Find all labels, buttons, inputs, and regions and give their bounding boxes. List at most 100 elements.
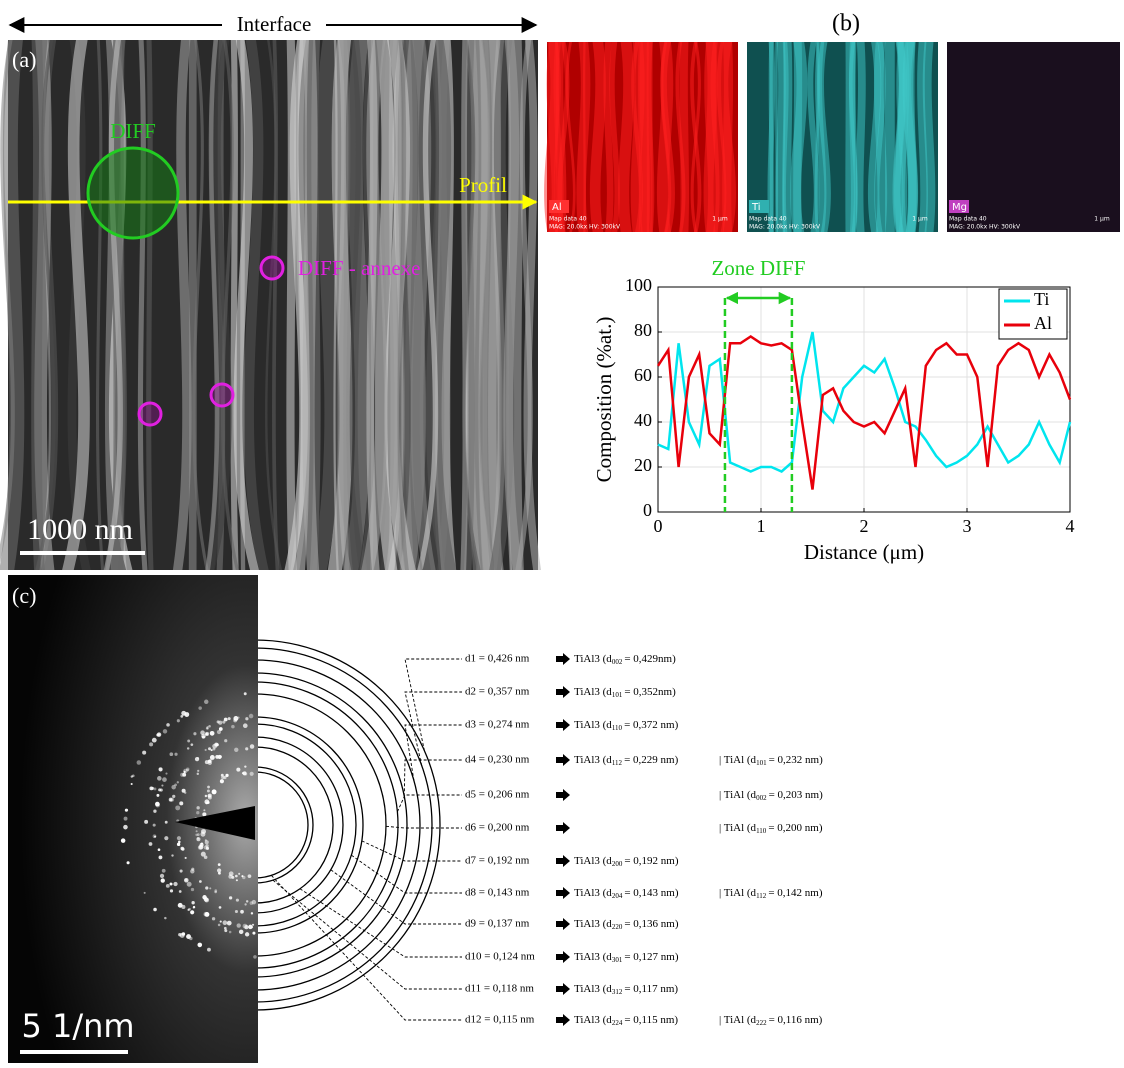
spot xyxy=(190,869,195,874)
spot xyxy=(222,920,228,926)
tial3-ref: TiAl3 (d224 = 0,115 nm) xyxy=(574,1014,678,1027)
x-tick-label: 4 xyxy=(1066,516,1075,536)
spot xyxy=(249,771,254,776)
texture xyxy=(873,42,888,232)
spot xyxy=(123,816,128,821)
spot xyxy=(190,910,195,915)
spot xyxy=(164,836,169,841)
map-info: MAG: 20.0kx HV: 300kV xyxy=(949,224,1021,231)
spot xyxy=(196,833,200,837)
panel-label: (b) xyxy=(832,11,860,37)
texture xyxy=(704,42,720,232)
spot xyxy=(203,855,208,860)
spot xyxy=(158,855,163,860)
texture xyxy=(646,42,653,232)
tem-image xyxy=(0,40,542,570)
spot xyxy=(161,868,166,873)
spot xyxy=(175,805,181,811)
spot xyxy=(208,724,211,728)
texture xyxy=(474,40,495,570)
spot xyxy=(130,782,133,786)
spot xyxy=(187,739,191,743)
annex-circle xyxy=(209,382,235,408)
line-chart: 0 20 40 60 80 100 0 1 2 3 4 Distance (μm) Compositio… xyxy=(592,256,1075,564)
spot xyxy=(223,926,227,930)
spot xyxy=(182,772,187,777)
map-scale: 1 µm xyxy=(1094,216,1110,223)
spot xyxy=(174,783,177,787)
spot xyxy=(205,727,209,730)
spot xyxy=(236,923,241,928)
phase: | TiAl (d xyxy=(719,822,757,834)
spot xyxy=(188,907,191,911)
spot xyxy=(200,831,206,837)
spot xyxy=(164,916,167,920)
d-spacing: d8 = 0,143 nm xyxy=(465,887,530,899)
value: = 0,143 nm) xyxy=(624,887,679,899)
series-line xyxy=(657,331,1072,473)
spot xyxy=(174,752,178,756)
spot xyxy=(191,901,195,905)
d-spacing: d4 = 0,230 nm xyxy=(465,754,530,766)
spot xyxy=(169,752,174,757)
diff-circle xyxy=(86,146,180,240)
spot xyxy=(183,768,188,774)
phase: TiAl3 (d xyxy=(574,653,612,665)
spot xyxy=(247,874,252,879)
spot xyxy=(181,932,186,936)
spot xyxy=(149,742,154,747)
spot xyxy=(227,717,231,721)
spot xyxy=(184,712,190,717)
phase: | TiAl (d xyxy=(719,1014,757,1026)
d-spacing: d5 = 0,206 nm xyxy=(465,789,530,801)
spot xyxy=(244,925,249,930)
texture xyxy=(460,40,469,570)
hkl: 200 xyxy=(612,860,623,868)
hkl: 204 xyxy=(612,892,623,900)
leader xyxy=(361,840,462,862)
leader xyxy=(404,658,462,751)
spot xyxy=(215,743,219,747)
leader xyxy=(404,724,462,781)
spot xyxy=(181,904,186,909)
texture xyxy=(172,40,192,570)
spot xyxy=(196,837,201,842)
spot xyxy=(178,890,182,893)
leader xyxy=(272,879,462,990)
spot xyxy=(153,907,157,912)
spot xyxy=(248,713,254,719)
texture xyxy=(793,42,803,232)
map-tag xyxy=(549,200,569,213)
spot xyxy=(195,830,198,833)
phase: TiAl3 (d xyxy=(574,719,612,731)
spot xyxy=(186,881,192,887)
y-axis-label: Composition (%at.) xyxy=(592,317,616,483)
spot xyxy=(169,882,173,886)
spot xyxy=(228,871,234,877)
spot xyxy=(162,729,168,734)
map-info: MAG: 20.0kx HV: 300kV xyxy=(549,224,621,231)
texture xyxy=(243,40,269,570)
spot xyxy=(207,785,210,789)
spot xyxy=(251,923,255,926)
value: = 0,203 nm) xyxy=(769,789,824,801)
texture xyxy=(220,40,240,570)
spot xyxy=(195,833,198,837)
map-info: Map data 40 xyxy=(549,216,587,223)
spot xyxy=(173,881,178,887)
spot xyxy=(234,747,239,752)
texture xyxy=(0,40,15,563)
phase: TiAl3 (d xyxy=(574,983,612,995)
d-spacing: d2 = 0,357 nm xyxy=(465,686,530,698)
spot xyxy=(176,842,181,847)
spot xyxy=(180,715,184,718)
map-scale: 1 µm xyxy=(712,216,728,223)
tial3-ref: TiAl3 (d301 = 0,127 nm) xyxy=(574,951,679,964)
leader xyxy=(404,691,462,766)
y-tick-label: 100 xyxy=(625,275,652,295)
value: = 0,352nm) xyxy=(624,686,676,698)
scale-label: 1000 nm xyxy=(27,513,133,546)
spot xyxy=(170,797,175,802)
spot xyxy=(148,842,153,846)
